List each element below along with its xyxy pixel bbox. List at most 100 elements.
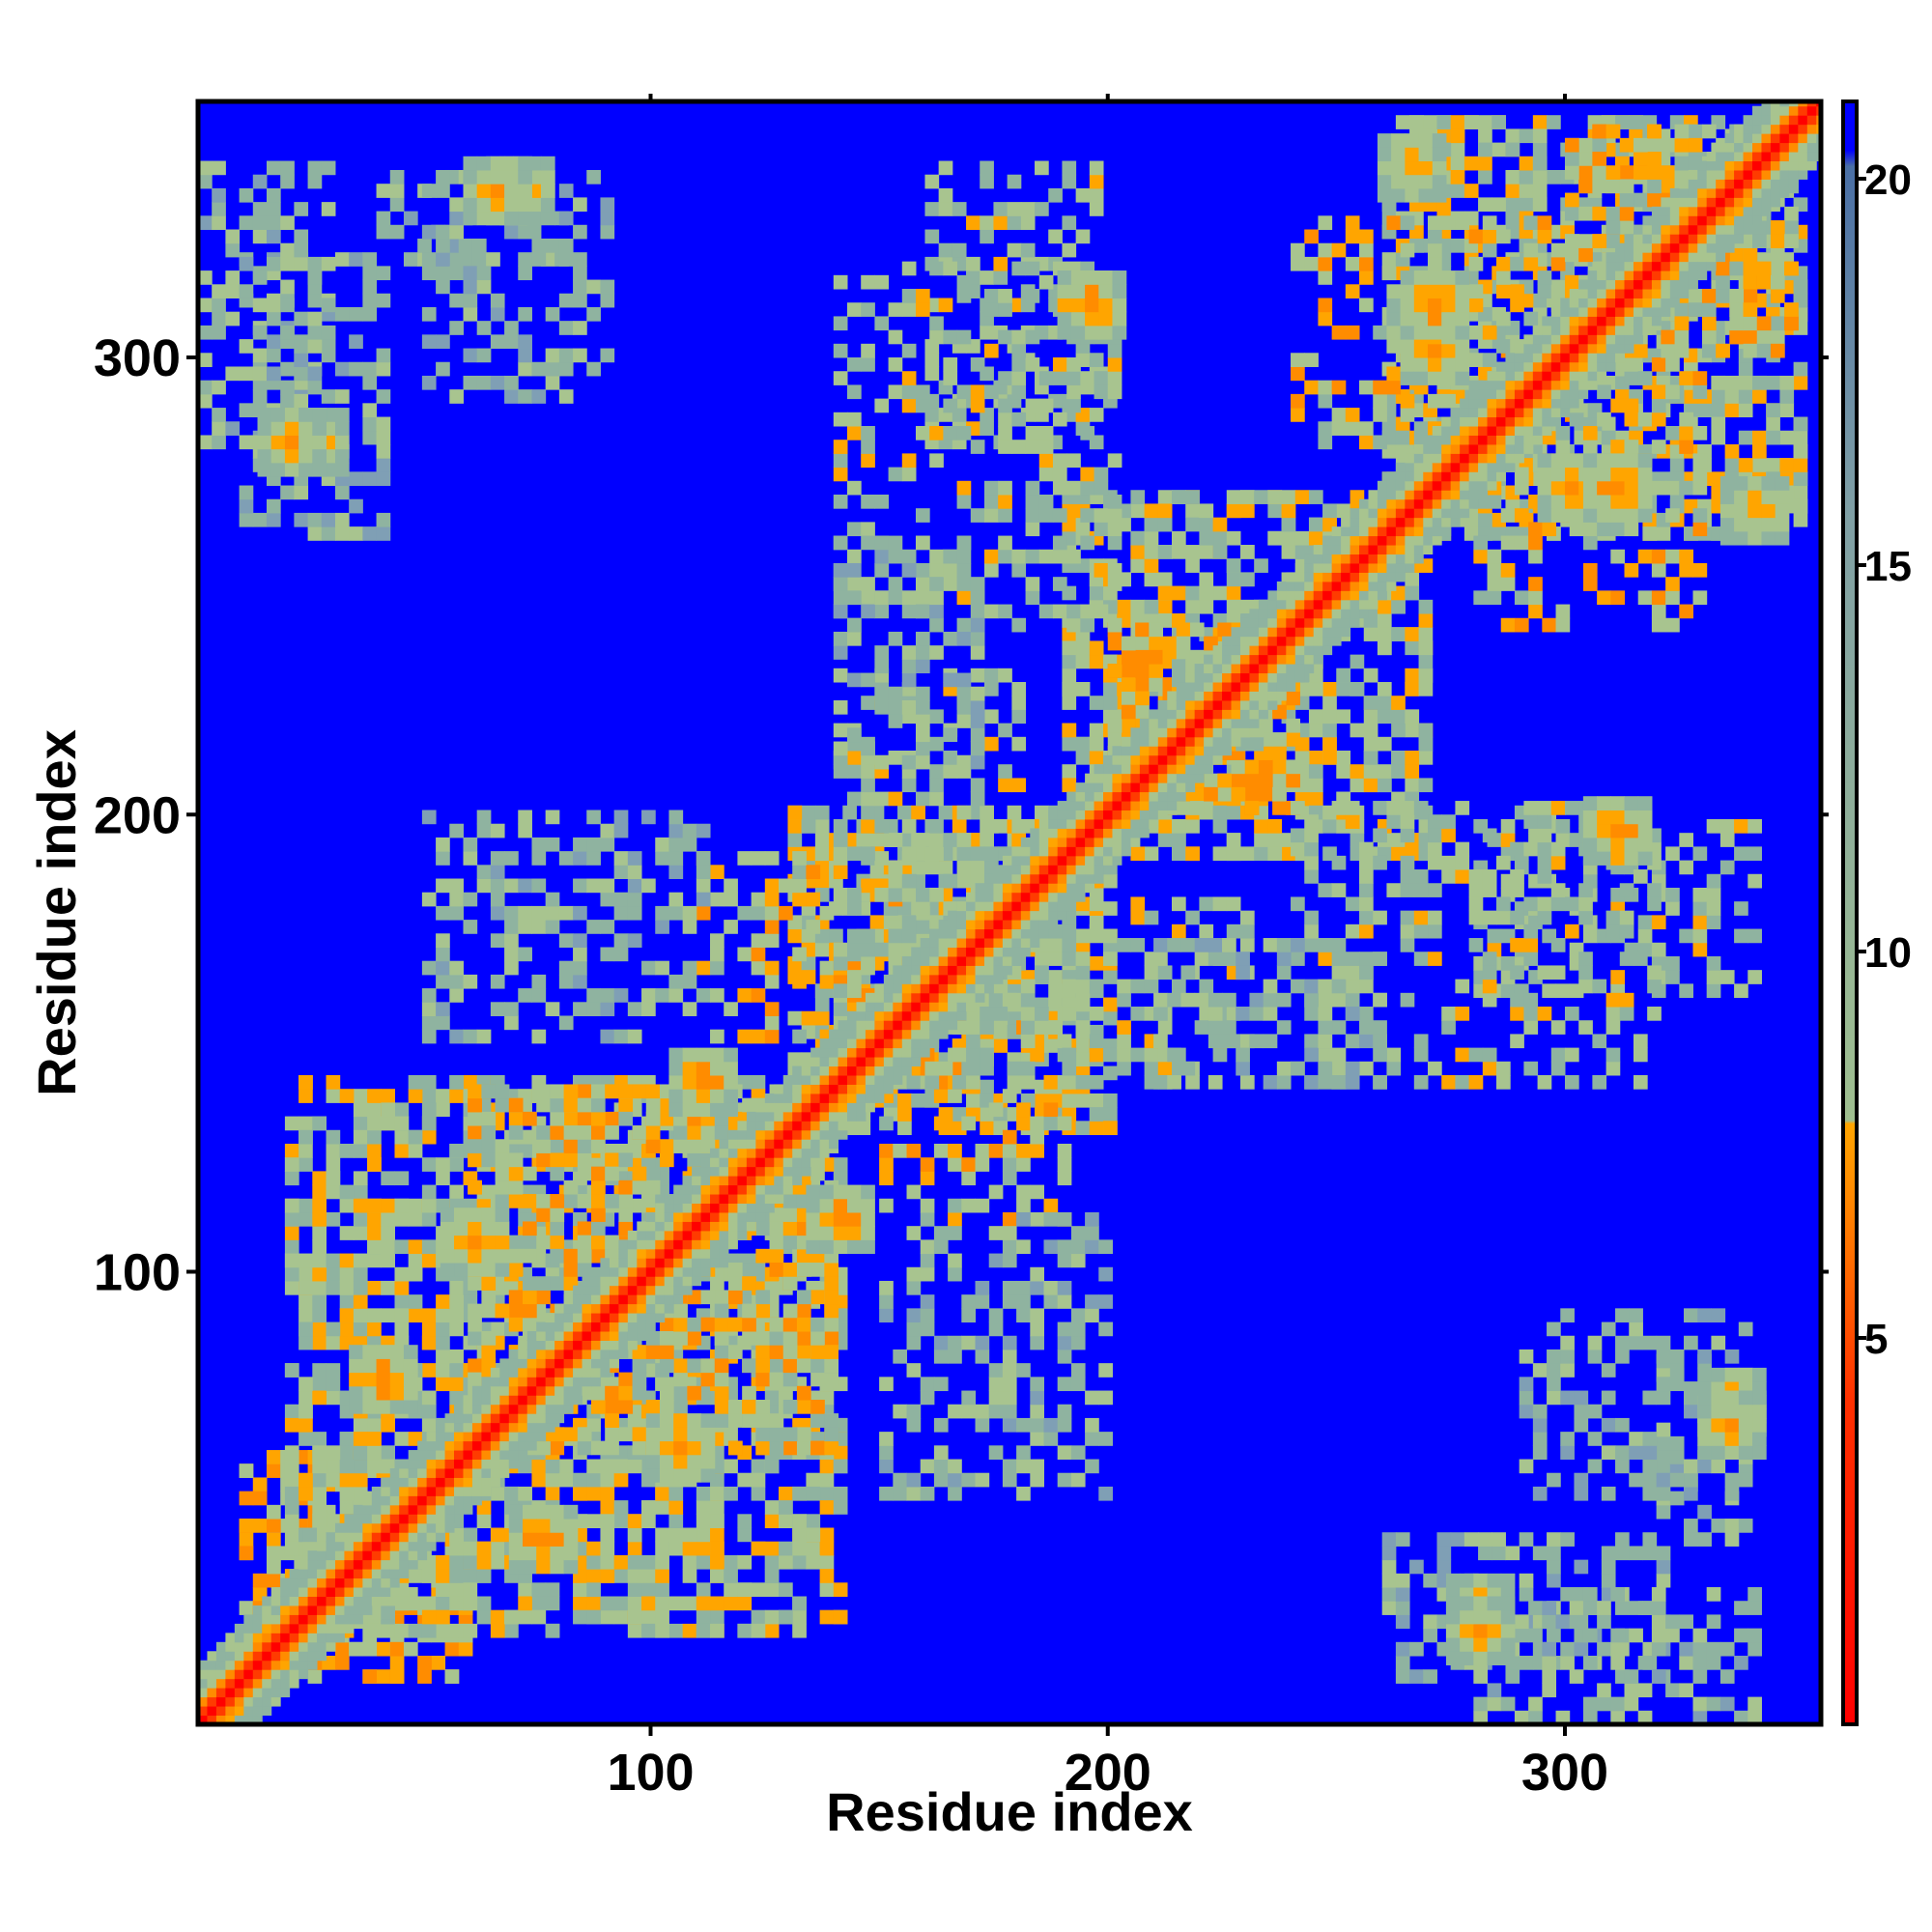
heatmap-cell <box>714 1385 729 1401</box>
heatmap-cell <box>933 1143 949 1158</box>
heatmap-cell <box>796 1290 811 1305</box>
heatmap-cell <box>714 1345 729 1359</box>
heatmap-cell <box>468 1372 482 1387</box>
heatmap-cell <box>814 833 830 847</box>
heatmap-cell <box>1418 736 1434 752</box>
heatmap-cell <box>792 851 807 866</box>
heatmap-cell <box>1550 256 1566 271</box>
heatmap-cell <box>1405 682 1420 696</box>
heatmap-cell <box>1176 801 1191 815</box>
heatmap-cell <box>1487 549 1502 564</box>
heatmap-cell <box>563 1179 579 1195</box>
heatmap-cell <box>819 960 835 976</box>
heatmap-cell <box>1500 562 1516 578</box>
heatmap-cell <box>655 1500 669 1515</box>
heatmap-cell <box>1176 636 1191 651</box>
heatmap-cell <box>1172 490 1186 504</box>
heatmap-cell <box>1496 339 1511 354</box>
heatmap-cell <box>1405 640 1420 656</box>
heatmap-cell <box>1528 535 1543 551</box>
heatmap-cell <box>339 1445 355 1461</box>
heatmap-cell <box>1318 215 1333 231</box>
heatmap-cell <box>577 1440 592 1456</box>
heatmap-cell <box>495 1179 510 1195</box>
heatmap-cell <box>1692 426 1708 440</box>
heatmap-cell <box>312 1390 327 1406</box>
heatmap-cell <box>381 1198 395 1213</box>
heatmap-cell <box>1258 786 1273 802</box>
heatmap-cell <box>1075 640 1091 656</box>
heatmap-cell <box>627 1527 642 1543</box>
heatmap-cell <box>655 1609 669 1625</box>
heatmap-cell <box>1418 654 1434 669</box>
heatmap-cell <box>1519 128 1534 144</box>
heatmap-cell <box>710 1569 724 1583</box>
heatmap-cell <box>449 1157 464 1172</box>
heatmap-cell <box>1363 709 1378 724</box>
heatmap-cell <box>948 1211 962 1227</box>
heatmap-cell <box>833 1002 848 1016</box>
heatmap-cell <box>1738 458 1753 472</box>
heatmap-cell <box>312 1266 327 1282</box>
heatmap-cell <box>1532 197 1548 213</box>
heatmap-cell <box>1793 443 1808 459</box>
heatmap-cell <box>659 1385 674 1401</box>
heatmap-cell <box>1793 361 1808 377</box>
heatmap-cell <box>700 1358 716 1374</box>
heatmap-cell <box>1331 421 1347 436</box>
heatmap-cell <box>339 1280 355 1295</box>
heatmap-cell <box>421 1129 437 1145</box>
heatmap-cell <box>1121 664 1136 678</box>
heatmap-cell <box>632 1358 647 1374</box>
heatmap-cell <box>824 1290 839 1305</box>
heatmap-cell <box>1318 435 1333 450</box>
heatmap-cell <box>1226 846 1241 862</box>
heatmap-cell <box>605 1413 619 1428</box>
heatmap-cell <box>1244 786 1260 802</box>
heatmap-cell <box>1075 736 1091 752</box>
heatmap-cell <box>764 920 780 934</box>
heatmap-cell <box>1291 353 1305 367</box>
heatmap-cell <box>641 1623 656 1638</box>
heatmap-cell <box>1711 430 1726 445</box>
heatmap-cell <box>988 1184 1004 1200</box>
heatmap-cell <box>782 1263 798 1277</box>
heatmap-cell <box>586 1541 601 1556</box>
heatmap-cell <box>779 1514 793 1529</box>
heatmap-cell <box>1428 256 1442 271</box>
heatmap-cell <box>298 1377 313 1392</box>
heatmap-cell <box>1679 371 1693 385</box>
heatmap-cell <box>1149 636 1164 651</box>
heatmap-cell <box>659 1345 674 1359</box>
heatmap-cell <box>463 1554 478 1570</box>
heatmap-cell <box>381 1102 395 1118</box>
heatmap-cell <box>874 851 890 866</box>
heatmap-cell <box>824 1440 839 1456</box>
heatmap-cell <box>367 1280 382 1295</box>
heatmap-cell <box>1204 786 1218 802</box>
heatmap-cell <box>468 1317 482 1332</box>
heatmap-cell <box>1336 751 1351 765</box>
heatmap-cell <box>1281 490 1296 504</box>
heatmap-cell <box>1062 1093 1077 1108</box>
heatmap-cell <box>1157 490 1173 504</box>
heatmap-cell <box>326 1363 341 1378</box>
heatmap-cell <box>810 1263 825 1277</box>
heatmap-cell <box>787 928 803 944</box>
heatmap-cell <box>627 1541 642 1556</box>
heatmap-cell <box>1030 1184 1044 1200</box>
heatmap-cell <box>508 1152 524 1168</box>
heatmap-cell <box>1610 440 1626 454</box>
heatmap-cell <box>1144 530 1159 546</box>
heatmap-cell <box>906 1143 922 1158</box>
heatmap-cell <box>449 1075 464 1090</box>
heatmap-cell <box>810 1166 825 1181</box>
heatmap-cell <box>810 1331 825 1346</box>
heatmap-cell <box>490 1609 505 1625</box>
heatmap-cell <box>1468 284 1484 298</box>
heatmap-cell <box>1610 549 1626 564</box>
heatmap-cell <box>796 1358 811 1374</box>
heatmap-cell <box>1597 412 1611 427</box>
heatmap-cell <box>421 1596 437 1611</box>
heatmap-cell <box>1231 759 1246 775</box>
